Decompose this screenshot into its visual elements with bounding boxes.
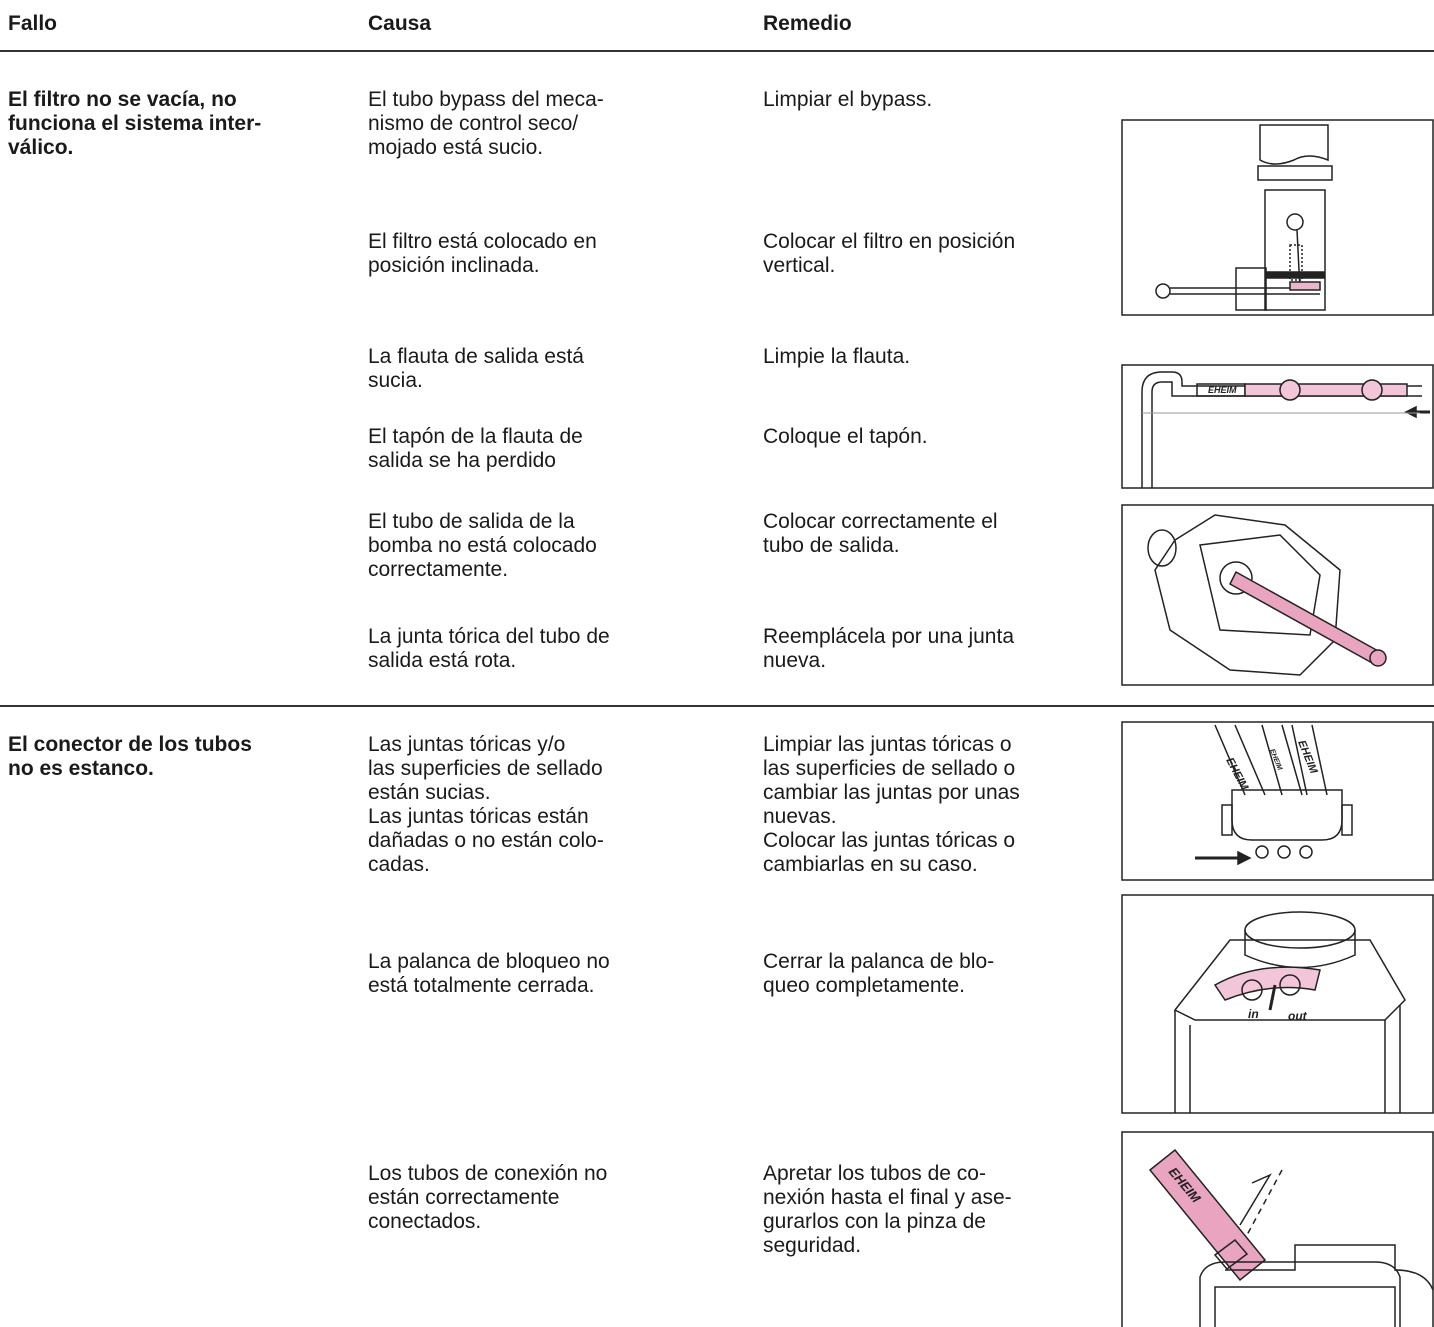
text-line: mojado está sucio. — [368, 136, 544, 159]
text-line: tubo de salida. — [763, 534, 900, 557]
fault: El conector de los tubos no es estanco. — [8, 733, 252, 781]
cause: El tapón de la flauta de salida se ha per… — [368, 425, 583, 473]
cause: Los tubos de conexión no están correctame… — [368, 1162, 607, 1234]
text-line: Los tubos de conexión no — [368, 1162, 608, 1185]
text-line: El filtro está colocado en — [368, 230, 597, 253]
figure-label: EHEIM — [1223, 756, 1250, 793]
text-line: El tubo bypass del meca- — [368, 88, 604, 111]
text-line: Coloque el tapón. — [763, 425, 928, 448]
text-line: seguridad. — [763, 1234, 862, 1257]
text-line: Limpiar las juntas tóricas o — [763, 733, 1012, 756]
text-line: sucia. — [368, 369, 423, 392]
figure-label: EHEIM — [1208, 385, 1237, 395]
figure-box — [1121, 1131, 1434, 1327]
text-line: El filtro no se vacía, no — [8, 88, 237, 111]
text-line: La flauta de salida está — [368, 345, 584, 368]
text-line: El tapón de la flauta de — [368, 425, 583, 448]
text-line: nismo de control seco/ — [368, 112, 579, 135]
remedy: Apretar los tubos de co-nexión hasta el … — [763, 1162, 1012, 1258]
text-line: nuevas. — [763, 805, 837, 828]
cause: La flauta de salida está sucia. — [368, 345, 584, 393]
text-line: cambiar las juntas por unas — [763, 781, 1020, 804]
figure-label: out — [1288, 1009, 1308, 1023]
figure-label: EHEIM — [1268, 748, 1283, 771]
flute-figure — [1141, 371, 1430, 488]
header-rule — [0, 50, 1434, 52]
remedy: Limpie la flauta. — [763, 345, 910, 369]
figure-box — [1121, 364, 1434, 489]
remedy: Colocar correctamente el tubo de salida. — [763, 510, 998, 558]
cause: La junta tórica del tubo de salida está r… — [368, 625, 610, 673]
text-line: Las juntas tóricas están — [368, 805, 589, 828]
header-cause: Causa — [368, 12, 432, 35]
text-line: El conector de los tubos — [8, 733, 252, 756]
figure-label: in — [1248, 1007, 1259, 1021]
cause: El filtro está colocado en posición incli… — [368, 230, 597, 278]
figure-box — [1121, 721, 1434, 881]
text-line: Limpie la flauta. — [763, 345, 911, 368]
text-line: Colocar correctamente el — [763, 510, 998, 533]
text-line: Las juntas tóricas y/o — [368, 733, 566, 756]
text-line: Colocar las juntas tóricas o — [763, 829, 1016, 852]
text-line: Colocar el filtro en posición — [763, 230, 1016, 253]
text-line: no es estanco. — [8, 757, 154, 780]
text-line: gurarlos con la pinza de — [763, 1210, 986, 1233]
connector-figure — [1195, 724, 1353, 866]
text-line: válico. — [8, 136, 74, 159]
text-line: salida está rota. — [368, 649, 517, 672]
remedy: Reemplácela por una junta nueva. — [763, 625, 1014, 673]
remedy: Cerrar la palanca de blo-queo completame… — [763, 950, 994, 998]
text-line: las superficies de sellado — [368, 757, 603, 780]
text-line: cambiarlas en su caso. — [763, 853, 978, 876]
text-line: El tubo de salida de la — [368, 510, 575, 533]
figure-box — [1121, 119, 1434, 316]
pump-figure — [1147, 514, 1387, 676]
cause: El tubo bypass del meca-nismo de control… — [368, 88, 604, 160]
hoses-figure — [1148, 1148, 1434, 1327]
cause: La palanca de bloqueo no está totalmente … — [368, 950, 610, 998]
header-fault: Fallo — [8, 12, 58, 35]
text-line: salida se ha perdido — [368, 449, 556, 472]
bypass-figure — [1155, 124, 1333, 311]
text-line: posición inclinada. — [368, 254, 540, 277]
text-line: queo completamente. — [763, 974, 965, 997]
text-line: La junta tórica del tubo de — [368, 625, 610, 648]
text-line: Limpiar el bypass. — [763, 88, 933, 111]
cause: Las juntas tóricas y/o las superficies de… — [368, 733, 604, 877]
remedy: Limpiar el bypass. — [763, 88, 932, 112]
text-line: nueva. — [763, 649, 827, 672]
text-line: Reemplácela por una junta — [763, 625, 1014, 648]
section-rule — [0, 705, 1434, 707]
remedy: Limpiar las juntas tóricas o las superfic… — [763, 733, 1020, 877]
text-line: bomba no está colocado — [368, 534, 597, 557]
text-line: las superficies de sellado o — [763, 757, 1016, 780]
text-line: nexión hasta el final y ase- — [763, 1186, 1012, 1209]
remedy: Colocar el filtro en posición vertical. — [763, 230, 1015, 278]
text-line: están correctamente — [368, 1186, 560, 1209]
header-remedy: Remedio — [763, 12, 852, 35]
cause: El tubo de salida de la bomba no está col… — [368, 510, 597, 582]
text-line: La palanca de bloqueo no — [368, 950, 610, 973]
figure-box — [1121, 894, 1434, 1114]
text-line: vertical. — [763, 254, 836, 277]
remedy: Coloque el tapón. — [763, 425, 928, 449]
text-line: están sucias. — [368, 781, 491, 804]
text-line: conectados. — [368, 1210, 482, 1233]
text-line: está totalmente cerrada. — [368, 974, 595, 997]
text-line: cadas. — [368, 853, 430, 876]
text-line: funciona el sistema inter- — [8, 112, 262, 135]
fault: El filtro no se vacía, no funciona el sis… — [8, 88, 261, 160]
figure-box — [1121, 504, 1434, 686]
text-line: Apretar los tubos de co- — [763, 1162, 986, 1185]
text-line: correctamente. — [368, 558, 509, 581]
text-line: dañadas o no están colo- — [368, 829, 604, 852]
lever-figure — [1173, 911, 1406, 1113]
text-line: Cerrar la palanca de blo- — [763, 950, 995, 973]
